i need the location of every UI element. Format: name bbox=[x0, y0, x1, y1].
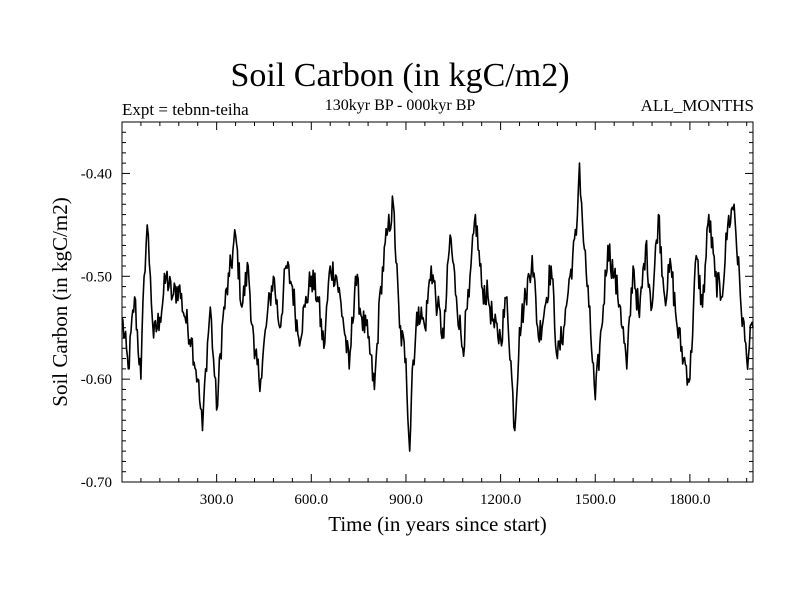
chart-subtitle: 130kyr BP - 000kyr BP bbox=[324, 97, 476, 114]
x-tick-label: 1500.0 bbox=[575, 492, 616, 508]
x-tick-label: 300.0 bbox=[200, 492, 234, 508]
x-tick-label: 1200.0 bbox=[480, 492, 521, 508]
y-tick-label: -0.40 bbox=[81, 166, 112, 182]
x-axis-label: Time (in years since start) bbox=[328, 512, 547, 536]
months-label: ALL_MONTHS bbox=[640, 96, 754, 115]
experiment-label: Expt = tebnn-teiha bbox=[122, 100, 249, 119]
x-tick-label: 600.0 bbox=[294, 492, 328, 508]
y-axis-ticks: -0.70 -0.60 -0.50 -0.40 bbox=[81, 121, 753, 491]
y-tick-label: -0.70 bbox=[81, 475, 112, 491]
y-tick-label: -0.60 bbox=[81, 372, 112, 388]
soil-carbon-series-line bbox=[121, 162, 754, 452]
y-axis-label-text: Soil Carbon (in kgC/m2) bbox=[48, 197, 72, 407]
x-axis-ticks: 300.0 600.0 900.0 1200.0 1500.0 1800.0 bbox=[140, 122, 748, 508]
y-tick-label: -0.50 bbox=[81, 269, 112, 285]
chart-title: Soil Carbon (in kgC/m2) bbox=[230, 57, 570, 94]
x-tick-label: 1800.0 bbox=[669, 492, 710, 508]
x-tick-label: 900.0 bbox=[389, 492, 423, 508]
plot-frame bbox=[121, 121, 754, 483]
